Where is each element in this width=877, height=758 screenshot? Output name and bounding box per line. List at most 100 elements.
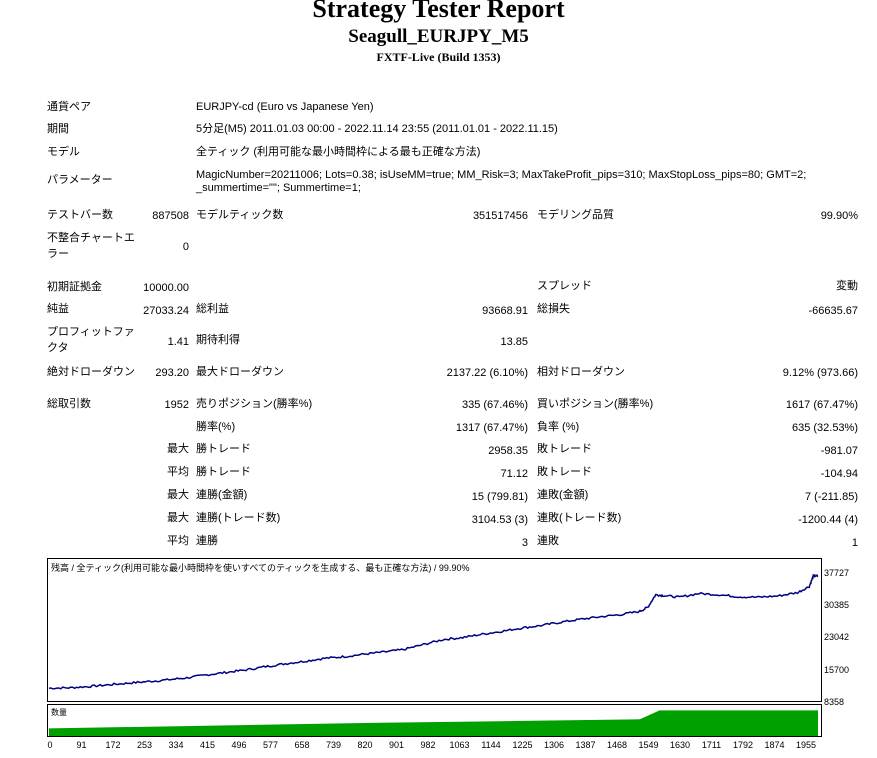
average-win-label: 勝トレード: [196, 466, 251, 478]
net-profit-label: 純益: [47, 303, 69, 315]
x-tick-label: 901: [388, 740, 405, 750]
avg-consecutive-losses-label: 連敗: [537, 535, 559, 547]
x-tick-label: 1063: [449, 740, 470, 750]
x-tick-label: 1306: [543, 740, 565, 750]
x-tick-label: 1955: [795, 740, 817, 750]
balance-chart: 残高 / 全ティック(利用可能な最小時間枠を使いすべてのティックを生成する、最も…: [47, 558, 822, 702]
average-loss-value: -104.94: [820, 468, 858, 480]
maximal-drawdown-value: 2137.22 (6.10%): [446, 367, 528, 379]
y-tick-5: 8358: [824, 697, 845, 707]
quality-label: モデリング品質: [537, 209, 614, 221]
gross-profit-value: 93668.91: [482, 305, 528, 317]
max-consecutive-loss-value: -1200.44 (4): [798, 514, 858, 526]
max-consecutive-loss-label: 連敗(トレード数): [537, 512, 622, 524]
win-rate-label: 勝率(%): [196, 421, 236, 433]
gross-loss-label: 総損失: [537, 303, 570, 315]
profit-factor-value: 1.41: [167, 336, 189, 348]
max-consecutive-profit-label: 連勝(トレード数): [196, 512, 281, 524]
win-rate-value: 1317 (67.47%): [455, 422, 528, 434]
report-title: Strategy Tester Report: [312, 0, 565, 23]
short-positions-label: 売りポジション(勝率%): [196, 398, 313, 410]
model-ticks-value: 351517456: [472, 210, 528, 222]
net-profit-value: 27033.24: [143, 305, 189, 317]
profit-factor-label: プロフィットファ: [47, 326, 135, 338]
model-value: 全ティック (利用可能な最小時間枠による最も正確な方法): [196, 146, 481, 158]
largest-win-value: 2958.35: [488, 445, 528, 457]
period-label: 期間: [47, 123, 69, 135]
volume-area: [49, 710, 818, 736]
spread-value: 変動: [836, 280, 858, 292]
x-tick-label: 253: [136, 740, 153, 750]
balance-chart-label: 残高 / 全ティック(利用可能な最小時間枠を使いすべてのティックを生成する、最も…: [51, 563, 470, 573]
expected-payoff-label: 期待利得: [196, 334, 240, 346]
quality-value: 99.90%: [820, 210, 858, 222]
deposit-value: 10000.00: [143, 282, 189, 294]
long-positions-label: 買いポジション(勝率%): [537, 398, 654, 410]
deposit-label: 初期証拠金: [47, 281, 102, 293]
total-trades-label: 総取引数: [47, 398, 91, 410]
x-tick-label: 0: [47, 740, 53, 750]
absolute-drawdown-label: 絶対ドローダウン: [47, 366, 135, 378]
volume-label: 数量: [51, 708, 67, 717]
avg-consecutive-wins-label: 連勝: [196, 535, 218, 547]
relative-drawdown-value: 9.12% (973.66): [782, 367, 858, 379]
y-tick-3: 23042: [824, 632, 850, 642]
x-tick-label: 1225: [512, 740, 533, 750]
model-label: モデル: [47, 146, 80, 158]
symbol-value: EURJPY-cd (Euro vs Japanese Yen): [196, 101, 374, 113]
max-consecutive-losses-value: 7 (-211.85): [805, 491, 858, 503]
mismatch-label: 不整合チャートエ: [47, 232, 135, 244]
period-value: 5分足(M5) 2011.01.03 00:00 - 2022.11.14 23…: [196, 123, 558, 135]
maximal-drawdown-label: 最大ドローダウン: [196, 366, 284, 378]
x-tick-label: 739: [325, 740, 342, 750]
total-trades-value: 1952: [164, 399, 189, 411]
x-tick-label: 1549: [638, 740, 659, 750]
spread-label: スプレッド: [537, 280, 592, 292]
x-tick-label: 415: [199, 740, 216, 750]
bars-value: 887508: [152, 210, 189, 222]
mismatch-label-2: ラー: [47, 248, 69, 260]
long-positions-value: 1617 (67.47%): [785, 399, 858, 411]
loss-rate-label: 負率 (%): [537, 421, 580, 433]
avg-consecutive-losses-value: 1: [851, 537, 858, 549]
maximal-word: 最大: [167, 512, 189, 524]
x-tick-label: 91: [76, 740, 87, 750]
largest-win-label: 勝トレード: [196, 443, 251, 455]
average-word: 平均: [167, 466, 189, 478]
largest-loss-value: -981.07: [820, 445, 858, 457]
balance-plot: [48, 573, 819, 690]
x-tick-label: 1874: [764, 740, 785, 750]
max-consecutive-losses-label: 連敗(金額): [537, 489, 589, 501]
y-tick-1: 37727: [824, 568, 850, 578]
average-loss-label: 敗トレード: [537, 466, 592, 478]
short-positions-value: 335 (67.46%): [461, 399, 528, 411]
x-tick-label: 1387: [575, 740, 596, 750]
x-tick-label: 1630: [669, 740, 691, 750]
report-subtitle: Seagull_EURJPY_M5: [348, 26, 529, 47]
model-ticks-label: モデルティック数: [196, 209, 284, 221]
parameters-value: MagicNumber=20211006; Lots=0.38; isUseMM…: [196, 169, 807, 181]
average-win-value: 71.12: [500, 468, 528, 480]
largest-loss-label: 敗トレード: [537, 443, 592, 455]
balance-line: [48, 573, 819, 690]
x-tick-label: 1144: [481, 740, 501, 750]
parameters-label: パラメーター: [47, 174, 113, 186]
average-cons-word: 平均: [167, 535, 189, 547]
report-build: FXTF-Live (Build 1353): [376, 50, 501, 64]
symbol-label: 通貨ペア: [47, 101, 91, 113]
volume-plot: [49, 710, 818, 736]
y-tick-2: 30385: [824, 600, 850, 610]
x-tick-label: 577: [262, 740, 279, 750]
expected-payoff-value: 13.85: [500, 336, 528, 348]
x-tick-label: 1711: [701, 740, 722, 750]
max-consecutive-profit-value: 3104.53 (3): [471, 514, 528, 526]
parameters-value-2: _summertime=""; Summertime=1;: [196, 182, 361, 194]
x-tick-label: 334: [168, 740, 184, 750]
volume-chart: 数量: [47, 704, 822, 737]
x-tick-label: 982: [420, 740, 436, 750]
avg-consecutive-wins-value: 3: [521, 537, 528, 549]
mismatch-value: 0: [182, 241, 189, 253]
largest-word: 最大: [167, 443, 189, 455]
gross-profit-label: 総利益: [196, 303, 229, 315]
bars-label: テストバー数: [47, 209, 113, 221]
